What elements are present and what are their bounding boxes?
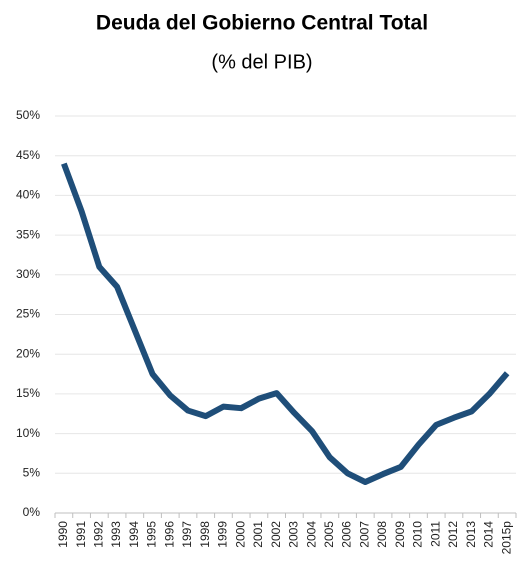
y-tick-label: 25% (16, 307, 40, 321)
y-tick-label: 35% (16, 227, 40, 241)
x-tick-label: 2000 (233, 521, 247, 548)
x-tick-label: 2015p (499, 521, 513, 555)
x-tick-label: 1995 (145, 521, 159, 548)
y-tick-label: 20% (16, 346, 40, 360)
x-tick-label: 1996 (162, 521, 176, 548)
x-tick-label: 2014 (482, 521, 496, 548)
x-tick-label: 1998 (198, 521, 212, 548)
x-tick-label: 2012 (446, 521, 460, 548)
x-tick-label: 2007 (357, 521, 371, 548)
x-tick-label: 2008 (375, 521, 389, 548)
x-tick-label: 1999 (216, 521, 230, 548)
chart-subtitle: (% del PIB) (211, 51, 312, 73)
y-tick-label: 10% (16, 426, 40, 440)
y-tick-label: 40% (16, 188, 40, 202)
x-tick-label: 1993 (109, 521, 123, 548)
x-tick-label: 1997 (180, 521, 194, 548)
x-tick-label: 2010 (411, 521, 425, 548)
x-tick-label: 2005 (322, 521, 336, 548)
x-tick-label: 2002 (269, 521, 283, 548)
x-tick-label: 2013 (464, 521, 478, 548)
x-tick-label: 1990 (56, 521, 70, 548)
y-tick-label: 5% (23, 465, 41, 479)
chart-title: Deuda del Gobierno Central Total (96, 12, 428, 35)
y-tick-label: 0% (23, 505, 41, 519)
data-line (61, 162, 510, 486)
x-tick-label: 2006 (340, 521, 354, 548)
x-tick-label: 1991 (74, 521, 88, 548)
x-tick-label: 2004 (304, 521, 318, 548)
x-tick-label: 1992 (91, 521, 105, 548)
x-tick-label: 2003 (287, 521, 301, 548)
y-tick-label: 50% (16, 108, 40, 122)
x-tick-label: 1994 (127, 521, 141, 548)
x-tick-label: 2009 (393, 521, 407, 548)
y-tick-label: 30% (16, 267, 40, 281)
y-tick-label: 15% (16, 386, 40, 400)
x-tick-label: 2001 (251, 521, 265, 548)
y-tick-label: 45% (16, 148, 40, 162)
x-tick-label: 2011 (428, 521, 442, 547)
